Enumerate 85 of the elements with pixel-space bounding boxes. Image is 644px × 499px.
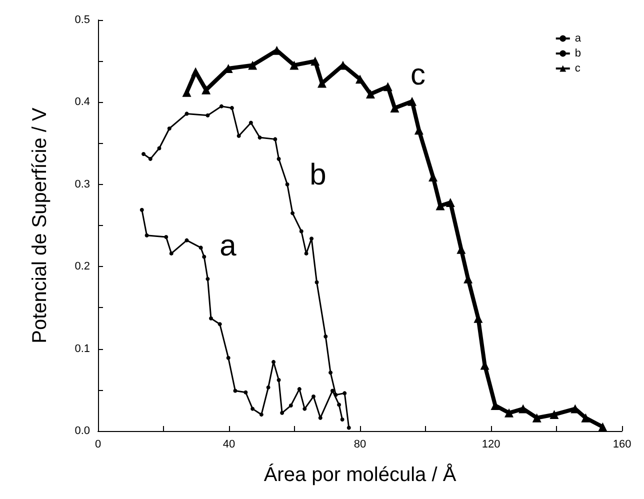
x-axis-title: Área por molécula / Å xyxy=(264,463,457,486)
point xyxy=(266,385,270,390)
point xyxy=(233,388,238,393)
point xyxy=(330,388,334,393)
point xyxy=(310,56,320,66)
point xyxy=(342,391,347,396)
point xyxy=(314,280,319,284)
y-tick-label: 0.1 xyxy=(74,342,90,355)
point xyxy=(244,390,248,394)
point xyxy=(182,88,192,97)
point xyxy=(328,370,333,375)
point xyxy=(142,152,146,156)
point xyxy=(302,406,307,411)
point xyxy=(206,113,210,118)
point xyxy=(236,134,241,138)
point xyxy=(299,229,304,234)
point xyxy=(446,198,455,207)
point xyxy=(297,387,302,392)
point xyxy=(157,146,162,150)
point xyxy=(191,67,200,76)
legend-label: c xyxy=(574,62,581,74)
annotation: c xyxy=(410,58,426,92)
y-tick-label: 0.5 xyxy=(74,14,90,26)
point xyxy=(290,211,295,216)
y-tick-label: 0.3 xyxy=(74,178,90,190)
point xyxy=(259,412,264,417)
point xyxy=(334,392,338,397)
x-tick-label: 40 xyxy=(222,438,236,450)
x-tick-label: 160 xyxy=(612,438,632,450)
point xyxy=(581,413,590,422)
point xyxy=(250,406,255,411)
legend-label: b xyxy=(574,48,582,60)
legend-label: a xyxy=(574,32,582,44)
point xyxy=(230,106,234,110)
point xyxy=(272,360,276,364)
point xyxy=(383,82,392,92)
point xyxy=(318,416,322,420)
point xyxy=(248,120,253,125)
point xyxy=(198,246,203,250)
x-tick-label: 0 xyxy=(94,438,102,450)
point xyxy=(273,137,278,142)
x-tick-label: 80 xyxy=(354,438,366,450)
y-tick-label: 0.4 xyxy=(74,96,90,108)
point xyxy=(148,156,152,161)
point xyxy=(340,417,344,422)
annotation: a xyxy=(220,230,237,262)
point xyxy=(408,96,417,106)
point xyxy=(202,85,211,94)
point xyxy=(219,104,224,108)
point xyxy=(290,60,299,70)
point xyxy=(598,422,608,432)
point xyxy=(169,251,174,256)
point xyxy=(184,112,189,116)
point xyxy=(324,334,328,338)
point xyxy=(532,413,542,422)
y-tick-label: 0.2 xyxy=(74,260,90,273)
point xyxy=(280,410,284,415)
point xyxy=(167,126,172,131)
point xyxy=(226,356,230,360)
point xyxy=(164,235,168,240)
point xyxy=(206,276,210,281)
point xyxy=(218,322,222,326)
point xyxy=(202,254,206,259)
point xyxy=(304,251,308,256)
y-tick-label: 0.0 xyxy=(74,425,90,437)
point xyxy=(346,426,351,430)
point xyxy=(337,402,342,407)
point xyxy=(550,410,559,420)
point xyxy=(310,236,314,241)
point xyxy=(184,238,189,242)
point xyxy=(312,394,316,398)
x-tick-label: 120 xyxy=(482,438,500,450)
point xyxy=(258,136,262,140)
point xyxy=(504,408,514,418)
point xyxy=(144,233,149,238)
point xyxy=(276,378,281,382)
annotation: b xyxy=(310,158,326,192)
point xyxy=(276,156,281,161)
point xyxy=(208,316,213,320)
point xyxy=(366,89,375,98)
y-axis-title: Potencial de Superfície / V xyxy=(29,107,51,344)
point xyxy=(248,60,258,70)
point xyxy=(285,182,290,186)
point xyxy=(140,208,144,212)
point xyxy=(288,404,293,408)
